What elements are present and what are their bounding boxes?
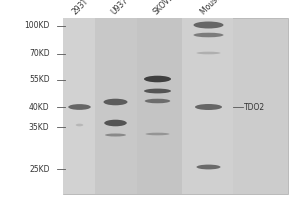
Ellipse shape bbox=[105, 134, 126, 136]
Ellipse shape bbox=[196, 165, 220, 169]
Text: U937: U937 bbox=[109, 0, 130, 16]
Text: 35KD: 35KD bbox=[29, 122, 50, 132]
Ellipse shape bbox=[103, 99, 127, 105]
Ellipse shape bbox=[146, 133, 170, 135]
Ellipse shape bbox=[196, 52, 220, 54]
Text: TDO2: TDO2 bbox=[244, 102, 265, 112]
Ellipse shape bbox=[68, 104, 91, 110]
Bar bbox=[63, 18, 288, 194]
Text: 100KD: 100KD bbox=[24, 21, 50, 30]
Ellipse shape bbox=[76, 124, 83, 126]
Bar bbox=[63, 18, 94, 194]
Text: 55KD: 55KD bbox=[29, 75, 50, 84]
Text: Mouse brain: Mouse brain bbox=[199, 0, 239, 16]
Ellipse shape bbox=[144, 89, 171, 93]
Ellipse shape bbox=[194, 22, 224, 28]
Text: 25KD: 25KD bbox=[29, 164, 50, 173]
Ellipse shape bbox=[145, 99, 170, 103]
Bar bbox=[182, 18, 232, 194]
Text: 293T: 293T bbox=[70, 0, 90, 16]
Ellipse shape bbox=[195, 104, 222, 110]
Ellipse shape bbox=[104, 120, 127, 126]
Bar bbox=[136, 18, 182, 194]
Ellipse shape bbox=[194, 33, 224, 37]
Text: 40KD: 40KD bbox=[29, 102, 50, 112]
Bar bbox=[94, 18, 136, 194]
Text: 70KD: 70KD bbox=[29, 49, 50, 58]
Text: SKOV3: SKOV3 bbox=[151, 0, 175, 16]
Ellipse shape bbox=[144, 76, 171, 82]
